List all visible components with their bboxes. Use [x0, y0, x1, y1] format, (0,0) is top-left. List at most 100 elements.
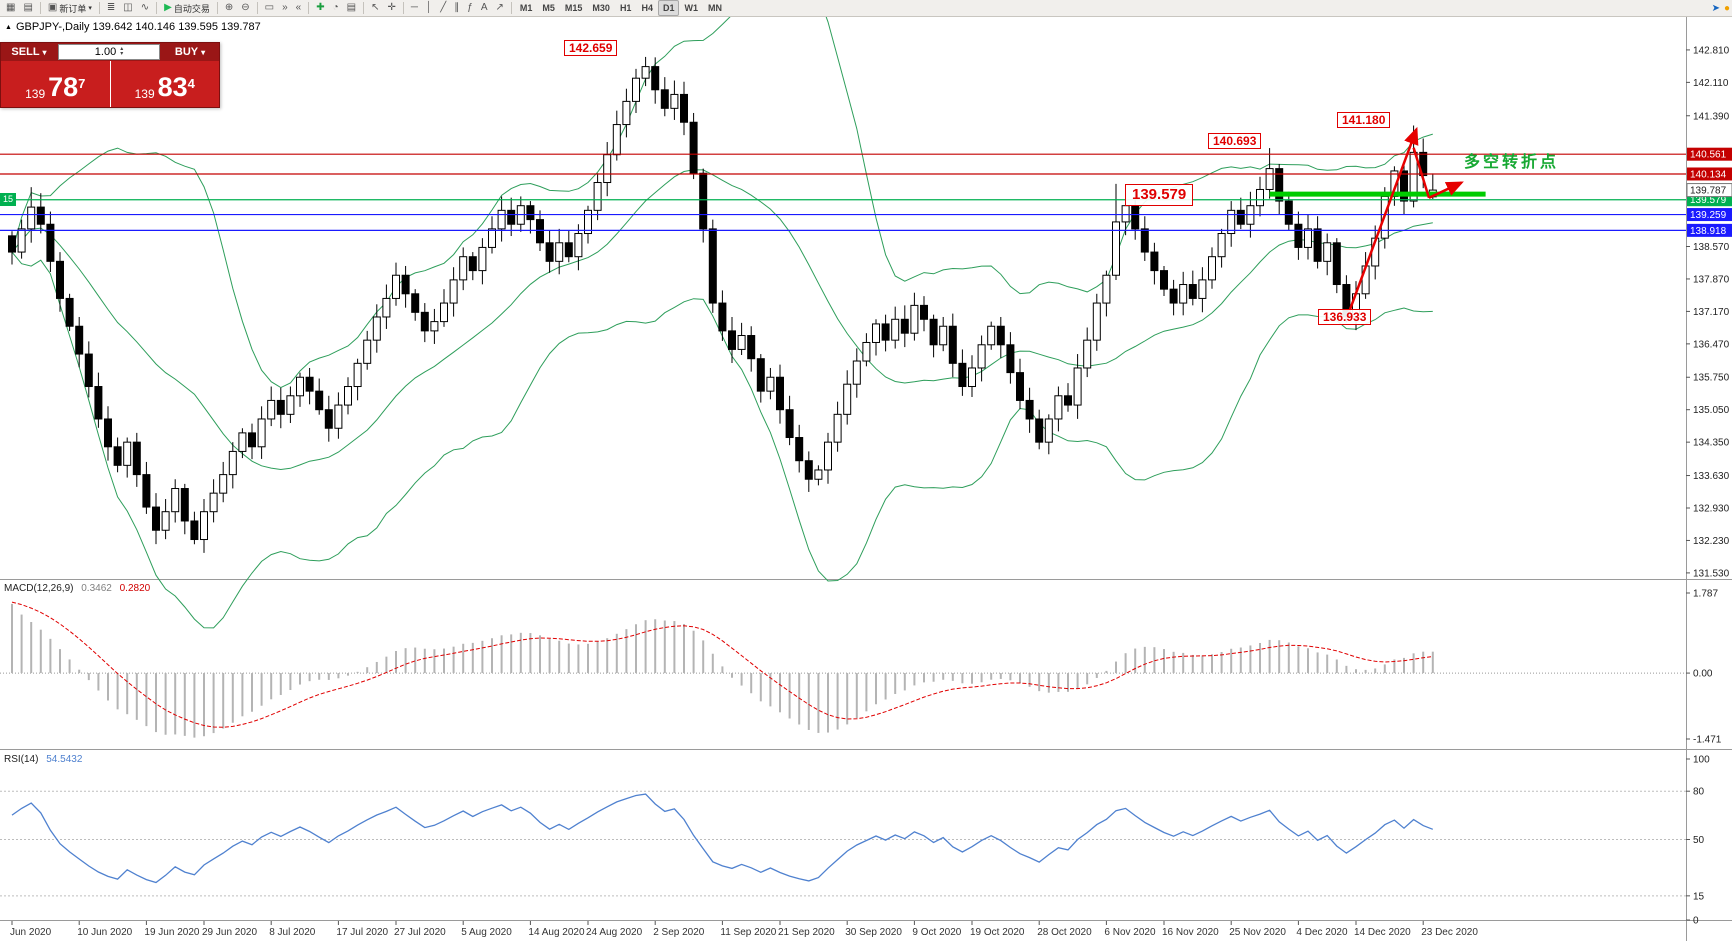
bars-chart-icon[interactable]: ≣: [103, 0, 119, 16]
buy-header-button[interactable]: BUY ▾: [161, 43, 219, 61]
svg-text:140.561: 140.561: [1690, 150, 1727, 161]
timeframe-m15-button[interactable]: M15: [564, 3, 583, 13]
rsi-name: RSI(14): [4, 754, 39, 765]
svg-text:29 Jun 2020: 29 Jun 2020: [202, 927, 257, 938]
volume-input[interactable]: 1.00 ▴ ▾: [58, 44, 160, 60]
annotation-high-142659[interactable]: 142.659: [564, 40, 618, 56]
svg-text:17 Jul 2020: 17 Jul 2020: [336, 927, 388, 938]
svg-text:19 Oct 2020: 19 Oct 2020: [970, 927, 1025, 938]
rsi-axis: 100 80 50 15 0: [1686, 755, 1710, 927]
sell-header-button[interactable]: SELL ▾: [1, 43, 57, 61]
channel-icon[interactable]: ∥: [450, 0, 463, 16]
chart-profiles-icon-icon: ▤: [23, 2, 33, 13]
svg-text:24 Aug 2020: 24 Aug 2020: [586, 927, 643, 938]
toolbar-separator: [256, 2, 258, 14]
vline-icon[interactable]: │: [422, 0, 436, 16]
svg-text:28 Oct 2020: 28 Oct 2020: [1037, 927, 1092, 938]
cursor-icon[interactable]: ↖: [367, 0, 383, 16]
svg-text:136.470: 136.470: [1693, 339, 1730, 350]
horizontal-lines: [0, 153, 1686, 231]
one-click-arrow-icon[interactable]: ➤: [1711, 2, 1720, 14]
volume-spinner[interactable]: ▴ ▾: [120, 46, 124, 57]
zoom-out-icon[interactable]: ⊖: [237, 0, 253, 16]
svg-text:-1.471: -1.471: [1693, 735, 1722, 746]
auto-scroll-icon[interactable]: »: [278, 0, 292, 16]
arrows-icon-icon: ↗: [495, 2, 504, 13]
timeframe-d1-button[interactable]: D1: [657, 0, 680, 16]
timeframe-w1-button[interactable]: W1: [684, 3, 698, 13]
arrows-icon[interactable]: ↗: [491, 0, 507, 16]
trendline-icon[interactable]: ╱: [436, 0, 450, 16]
svg-text:14 Aug 2020: 14 Aug 2020: [528, 927, 585, 938]
spin-up-icon[interactable]: ▴: [120, 46, 124, 52]
cursor-icon-icon: ↖: [371, 2, 380, 13]
timeframe-h1-button[interactable]: H1: [619, 3, 632, 13]
autotrade-button-label: 自动交易: [173, 3, 210, 14]
one-click-trade-panel: SELL ▾ 1.00 ▴ ▾ BUY ▾ 139 78 7 139 83 4: [0, 42, 220, 108]
svg-text:134.350: 134.350: [1693, 438, 1730, 449]
svg-text:138.570: 138.570: [1693, 242, 1730, 253]
candlesticks: [8, 56, 1437, 553]
alert-status-icon[interactable]: ●: [1723, 2, 1730, 14]
period-icon[interactable]: ◔: [329, 0, 343, 16]
annotation-high-140693[interactable]: 140.693: [1208, 133, 1262, 149]
svg-text:4 Dec 2020: 4 Dec 2020: [1296, 927, 1348, 938]
line-chart-icon[interactable]: ∿: [137, 0, 153, 16]
svg-text:80: 80: [1693, 787, 1705, 798]
zoom-in-icon[interactable]: ⊕: [221, 0, 237, 16]
new-chart-icon[interactable]: ▦: [2, 0, 19, 16]
svg-text:2 Sep 2020: 2 Sep 2020: [653, 927, 705, 938]
timeframe-h4-button[interactable]: H4: [641, 3, 653, 13]
tile-windows-icon-icon: ▭: [264, 2, 275, 13]
macd-signal-line: [11, 601, 1433, 728]
indicators-add-icon-icon: ✚: [316, 2, 325, 13]
svg-text:140.134: 140.134: [1690, 169, 1727, 180]
indicators-add-icon[interactable]: ✚: [312, 0, 328, 16]
annotation-support-139579[interactable]: 139.579: [1125, 184, 1194, 206]
tile-windows-icon[interactable]: ▭: [261, 0, 278, 16]
period-icon-icon: ◔: [332, 2, 339, 13]
svg-text:132.930: 132.930: [1693, 503, 1730, 514]
toolbar-right-icons: ➤ ●: [1712, 3, 1732, 14]
svg-text:135.750: 135.750: [1693, 373, 1730, 384]
svg-text:139.787: 139.787: [1690, 186, 1727, 197]
toolbar-separator: [98, 2, 100, 14]
volume-value: 1.00: [94, 46, 117, 58]
sell-price-big: 78: [48, 72, 79, 102]
macd-main-value: 0.3462: [81, 583, 112, 594]
fibonacci-icon[interactable]: ƒ: [463, 0, 477, 16]
template-icon[interactable]: ▤: [343, 0, 360, 16]
trade-panel-prices: 139 78 7 139 83 4: [1, 61, 219, 107]
timeframe-m30-button[interactable]: M30: [592, 3, 610, 13]
text-icon[interactable]: A: [477, 0, 492, 16]
svg-text:138.918: 138.918: [1690, 226, 1727, 237]
svg-text:5 Aug 2020: 5 Aug 2020: [461, 927, 512, 938]
toolbar-separator: [216, 2, 218, 14]
chart-shift-icon[interactable]: «: [292, 0, 306, 16]
annotation-turning-point-text[interactable]: 多空转折点: [1464, 154, 1560, 171]
annotation-high-141180[interactable]: 141.180: [1337, 112, 1391, 128]
svg-text:8 Jul 2020: 8 Jul 2020: [269, 927, 316, 938]
trade-panel-header: SELL ▾ 1.00 ▴ ▾ BUY ▾: [1, 43, 219, 61]
autotrade-button[interactable]: ▶ 自动交易: [160, 0, 214, 16]
chart-ohlc-header: ▲ GBPJPY-,Daily 139.642 140.146 139.595 …: [5, 21, 261, 33]
new-order-button[interactable]: ▣ 新订单 ▾: [44, 0, 96, 16]
crosshair-icon[interactable]: ✛: [383, 0, 399, 16]
svg-text:21 Sep 2020: 21 Sep 2020: [778, 927, 835, 938]
rsi-value: 54.5432: [46, 754, 83, 765]
spin-down-icon[interactable]: ▾: [120, 51, 124, 57]
timeframe-m1-button[interactable]: M1: [519, 3, 533, 13]
sell-price-button[interactable]: 139 78 7: [1, 61, 111, 107]
toolbar-separator: [402, 2, 404, 14]
timeframe-m5-button[interactable]: M5: [542, 3, 555, 13]
sell-price-sup: 7: [78, 76, 86, 91]
candles-chart-icon[interactable]: ◫: [119, 0, 136, 16]
red-trend-arrow[interactable]: [1345, 126, 1464, 320]
annotation-low-136933[interactable]: 136.933: [1318, 309, 1372, 325]
timeframe-mn-button[interactable]: MN: [707, 3, 722, 13]
chart-profiles-icon[interactable]: ▤: [19, 0, 36, 16]
toolbar-separator: [156, 2, 158, 14]
buy-price-button[interactable]: 139 83 4: [111, 61, 220, 107]
hline-icon[interactable]: ─: [407, 0, 422, 16]
